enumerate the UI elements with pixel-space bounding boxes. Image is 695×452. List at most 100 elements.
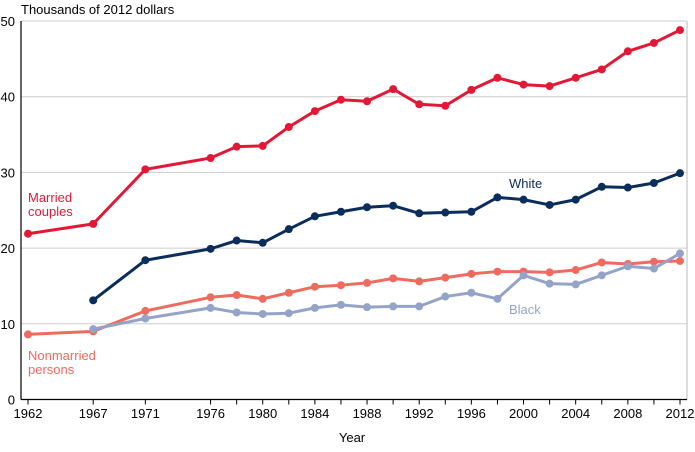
data-point: [363, 97, 372, 106]
x-tick-label: 1967: [79, 406, 108, 421]
series-line: [27, 259, 681, 336]
data-point: [571, 280, 580, 289]
data-point: [415, 209, 424, 218]
data-point: [597, 258, 606, 267]
data-point: [284, 309, 293, 318]
series-label: White: [509, 176, 542, 191]
data-point: [141, 165, 150, 174]
data-point: [415, 302, 424, 311]
x-tick-label: 1996: [457, 406, 486, 421]
series-label-line: White: [509, 176, 542, 191]
data-point: [389, 85, 398, 94]
data-point: [232, 142, 241, 151]
data-point: [441, 208, 450, 217]
series-label-line: Black: [509, 302, 541, 317]
data-point: [519, 195, 528, 204]
series-label-line: persons: [28, 362, 75, 377]
data-point: [649, 264, 658, 273]
data-point: [284, 225, 293, 234]
series-label-line: couples: [28, 204, 73, 219]
data-point: [676, 26, 684, 35]
data-point: [310, 212, 319, 221]
data-point: [363, 278, 372, 287]
data-point: [206, 244, 215, 253]
data-point: [493, 73, 502, 82]
data-point: [519, 271, 528, 280]
data-point: [232, 291, 241, 300]
data-point: [545, 82, 554, 91]
x-tick-label: 1984: [300, 406, 329, 421]
x-tick-label: 1962: [14, 406, 43, 421]
series-label: Married couples: [28, 190, 73, 219]
data-point: [310, 303, 319, 312]
x-tick-label: 1976: [196, 406, 225, 421]
data-point: [649, 38, 658, 47]
y-tick-label: 50: [1, 14, 15, 29]
x-axis-title: Year: [339, 430, 366, 445]
x-tick-label: 2012: [666, 406, 695, 421]
data-point: [336, 300, 345, 309]
series-label: Black: [509, 302, 541, 317]
x-tick-label: 2004: [561, 406, 590, 421]
y-tick-label: 40: [1, 90, 15, 105]
data-point: [597, 271, 606, 280]
series-black: [89, 249, 684, 334]
data-point: [571, 73, 580, 82]
data-point: [284, 122, 293, 131]
data-point: [141, 256, 150, 265]
data-point: [389, 201, 398, 210]
data-point: [206, 154, 215, 163]
data-point: [89, 325, 98, 334]
data-point: [676, 256, 684, 265]
data-point: [284, 288, 293, 297]
data-point: [649, 257, 658, 266]
data-point: [493, 193, 502, 202]
data-point: [623, 262, 632, 271]
data-point: [415, 100, 424, 109]
series-labels: Married couples White Nonmarried persons Blac…: [28, 176, 542, 377]
data-point: [597, 65, 606, 74]
data-point: [24, 229, 32, 238]
data-point: [363, 303, 372, 312]
data-point: [389, 274, 398, 283]
data-point: [336, 95, 345, 104]
data-point: [676, 249, 684, 258]
series-label-line: Married: [28, 190, 72, 205]
data-point: [467, 85, 476, 94]
data-point: [24, 330, 32, 339]
data-point: [545, 200, 554, 209]
data-point: [336, 281, 345, 290]
data-point: [258, 238, 267, 247]
data-point: [232, 236, 241, 245]
data-point: [649, 178, 658, 187]
data-point: [493, 267, 502, 276]
data-point: [258, 141, 267, 150]
x-tick-label: 2000: [509, 406, 538, 421]
data-point: [141, 314, 150, 323]
data-point: [545, 279, 554, 288]
series-white: [89, 169, 684, 305]
data-point: [89, 219, 98, 228]
data-point: [206, 293, 215, 302]
data-point: [206, 303, 215, 312]
data-point: [389, 302, 398, 311]
data-point: [467, 288, 476, 297]
x-tick-label: 1980: [248, 406, 277, 421]
y-tick-label: 20: [1, 241, 15, 256]
series-married-couples: [24, 26, 684, 238]
data-point: [415, 277, 424, 286]
data-point: [571, 266, 580, 275]
series-label: Nonmarried persons: [28, 348, 96, 377]
data-point: [310, 107, 319, 116]
gridlines: [21, 20, 688, 400]
y-axis-title: Thousands of 2012 dollars: [21, 2, 175, 17]
x-tick-label: 2008: [613, 406, 642, 421]
series-label-line: Nonmarried: [28, 348, 96, 363]
data-point: [310, 282, 319, 291]
data-point: [232, 308, 241, 317]
data-point: [676, 169, 684, 178]
data-point: [467, 269, 476, 278]
data-point: [363, 203, 372, 212]
data-point: [623, 183, 632, 192]
